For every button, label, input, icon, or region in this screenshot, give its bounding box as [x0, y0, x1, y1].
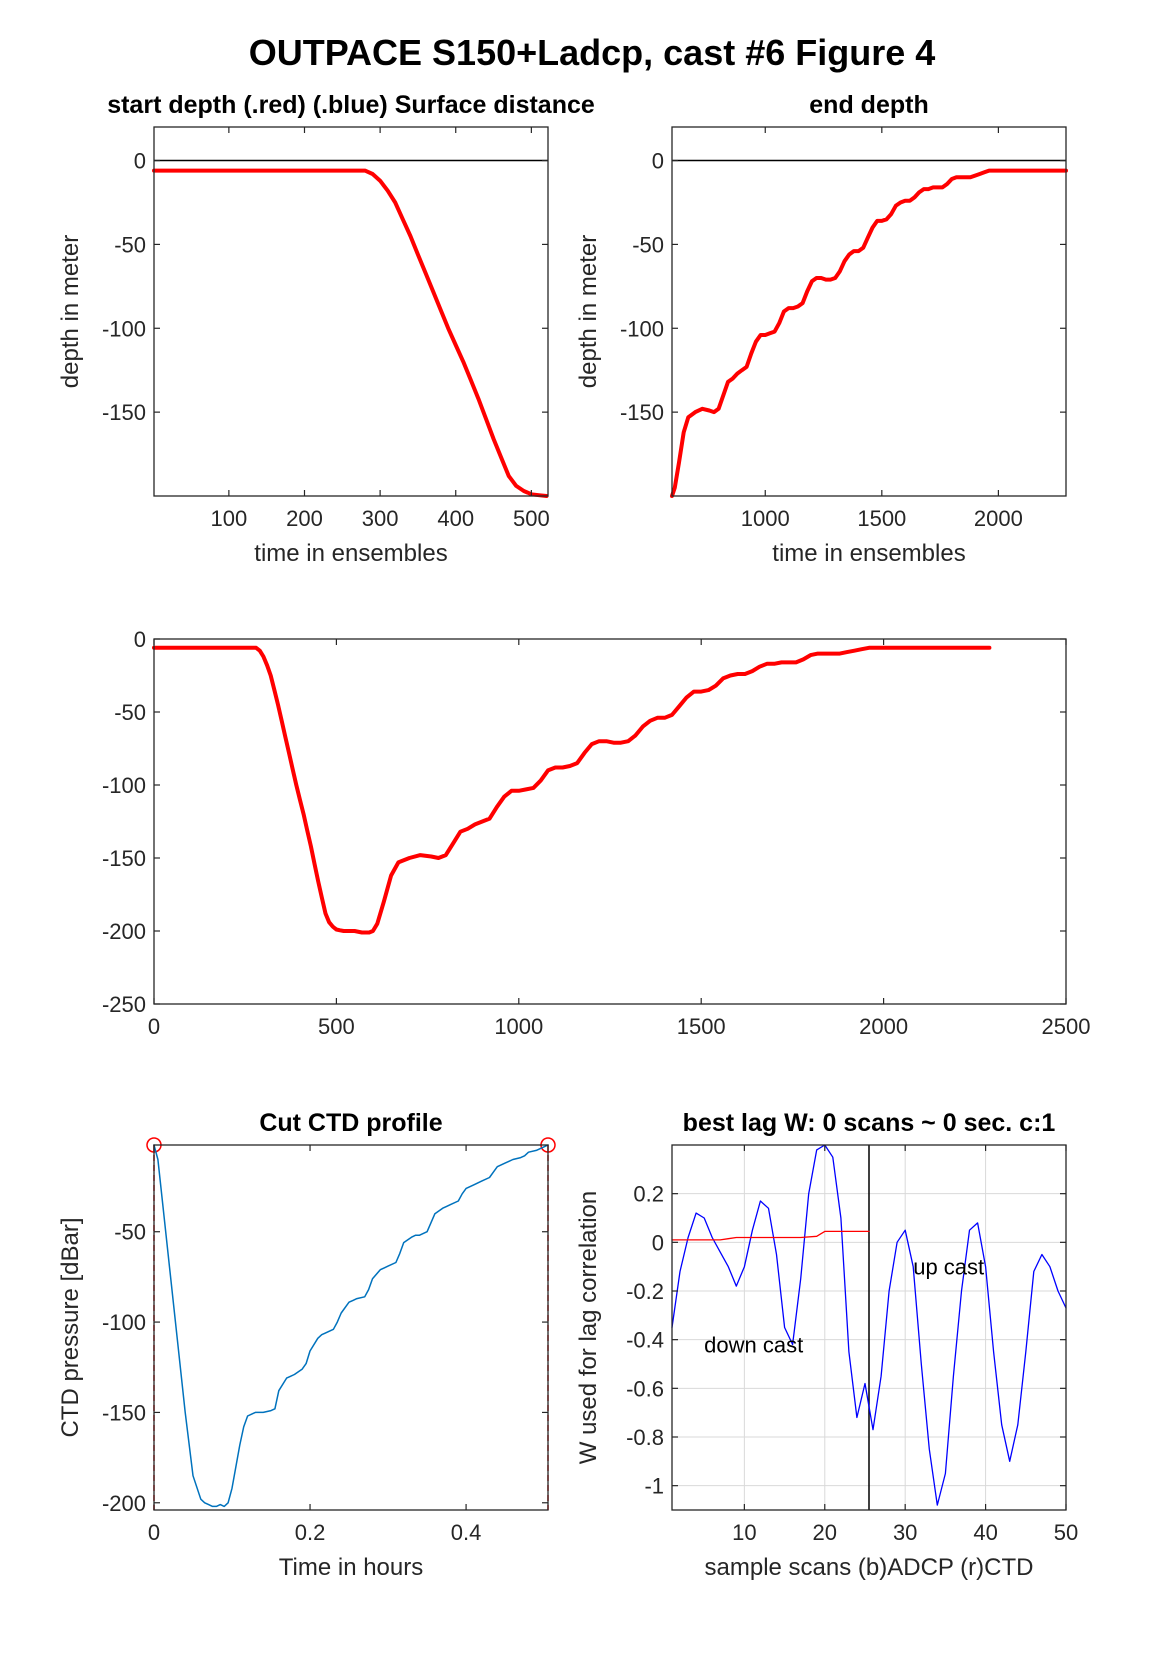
plot-area: [154, 1145, 548, 1510]
series-line-0: [152, 645, 992, 935]
x-axis-label: Time in hours: [279, 1554, 424, 1581]
chart-start: 100 200 300 400 500 0 -50 -100 -150 start depth (…: [57, 91, 595, 567]
y-tick-label: -200: [102, 1491, 146, 1516]
series-line-0: [153, 1144, 549, 1508]
chart-lag: 10 20 30 40 50 0.2 0 -0.2 -0.4 -0.6 -0.8 -1 best lag…: [575, 1109, 1078, 1581]
y-tick-label: -100: [620, 316, 664, 341]
x-tick-label: 1500: [677, 1014, 726, 1039]
y-tick-label: -150: [102, 1400, 146, 1425]
x-tick-label: 10: [732, 1520, 756, 1545]
x-tick-label: 500: [513, 506, 550, 531]
plot-area: [672, 127, 1066, 496]
y-axis-label: depth in meter: [57, 235, 84, 388]
x-axis-label: time in ensembles: [254, 540, 447, 567]
x-tick-label: 2000: [859, 1014, 908, 1039]
series-line-1: [671, 1230, 870, 1241]
y-tick-label: -200: [102, 919, 146, 944]
x-axis-label: time in ensembles: [772, 540, 965, 567]
x-tick-label: 400: [437, 506, 474, 531]
axes-box: [153, 1144, 549, 1511]
annotation-label: down cast: [704, 1333, 803, 1358]
y-tick-label: 0: [652, 1230, 664, 1255]
y-tick-label: 0: [652, 149, 664, 174]
axes-box: [153, 638, 1067, 1005]
x-tick-label: 0: [148, 1014, 160, 1039]
y-tick-label: -100: [102, 1310, 146, 1335]
chart-title: Cut CTD profile: [259, 1109, 442, 1137]
y-tick-label: -1: [644, 1474, 664, 1499]
x-tick-label: 200: [286, 506, 323, 531]
x-tick-label: 1000: [494, 1014, 543, 1039]
y-tick-label: 0: [134, 627, 146, 652]
y-tick-label: -50: [114, 700, 146, 725]
x-tick-label: 40: [973, 1520, 997, 1545]
chart-end: 1000 1500 2000 0 -50 -100 -150 end depth time in…: [575, 91, 1068, 567]
y-tick-label: -250: [102, 992, 146, 1017]
chart-title: best lag W: 0 scans ~ 0 sec. c:1: [683, 1109, 1056, 1137]
x-tick-label: 0.2: [295, 1520, 326, 1545]
y-tick-label: -0.8: [626, 1425, 664, 1450]
y-tick-label: -0.2: [626, 1279, 664, 1304]
x-tick-label: 0: [148, 1520, 160, 1545]
x-tick-label: 500: [318, 1014, 355, 1039]
plot-area: [154, 639, 1066, 1004]
x-tick-label: 100: [211, 506, 248, 531]
y-tick-label: -50: [114, 1220, 146, 1245]
x-tick-label: 1000: [741, 506, 790, 531]
chart-title: end depth: [809, 91, 928, 119]
x-tick-label: 300: [362, 506, 399, 531]
x-tick-label: 30: [893, 1520, 917, 1545]
x-tick-label: 2000: [974, 506, 1023, 531]
x-tick-label: 0.4: [451, 1520, 482, 1545]
x-axis-label: sample scans (b)ADCP (r)CTD: [705, 1554, 1034, 1581]
y-axis-label: CTD pressure [dBar]: [57, 1217, 84, 1437]
plot-area: [154, 127, 548, 496]
y-tick-label: -0.4: [626, 1328, 664, 1353]
axes-box: [153, 126, 549, 497]
x-tick-label: 2500: [1042, 1014, 1091, 1039]
y-tick-label: -100: [102, 773, 146, 798]
y-tick-label: -50: [114, 232, 146, 257]
y-tick-label: -150: [102, 846, 146, 871]
x-tick-label: 50: [1054, 1520, 1078, 1545]
chart-title: start depth (.red) (.blue) Surface dista…: [107, 91, 595, 119]
y-tick-label: -0.6: [626, 1376, 664, 1401]
series-line-0: [671, 1144, 1067, 1506]
chart-full: 0 500 1000 1500 2000 2500 0 -50 -100 -150 -200 -250: [102, 627, 1091, 1039]
y-axis-label: depth in meter: [575, 235, 602, 388]
y-tick-label: 0.2: [633, 1182, 664, 1207]
y-tick-label: -100: [102, 316, 146, 341]
y-tick-label: -50: [632, 232, 664, 257]
y-tick-label: -150: [102, 400, 146, 425]
annotation-label: up cast: [913, 1255, 984, 1280]
axes-box: [671, 126, 1067, 497]
x-tick-label: 20: [813, 1520, 837, 1545]
axes-box: [671, 1144, 1067, 1511]
chart-ctd: 0 0.2 0.4 -50 -100 -150 -200 Cut CTD profile Tim…: [57, 1109, 556, 1581]
series-line-0: [670, 168, 1068, 498]
y-tick-label: -150: [620, 400, 664, 425]
y-tick-label: 0: [134, 149, 146, 174]
x-tick-label: 1500: [857, 506, 906, 531]
figure-title: OUTPACE S150+Ladcp, cast #6 Figure 4: [249, 32, 936, 73]
y-axis-label: W used for lag correlation: [575, 1191, 602, 1464]
series-line-0: [152, 168, 549, 498]
